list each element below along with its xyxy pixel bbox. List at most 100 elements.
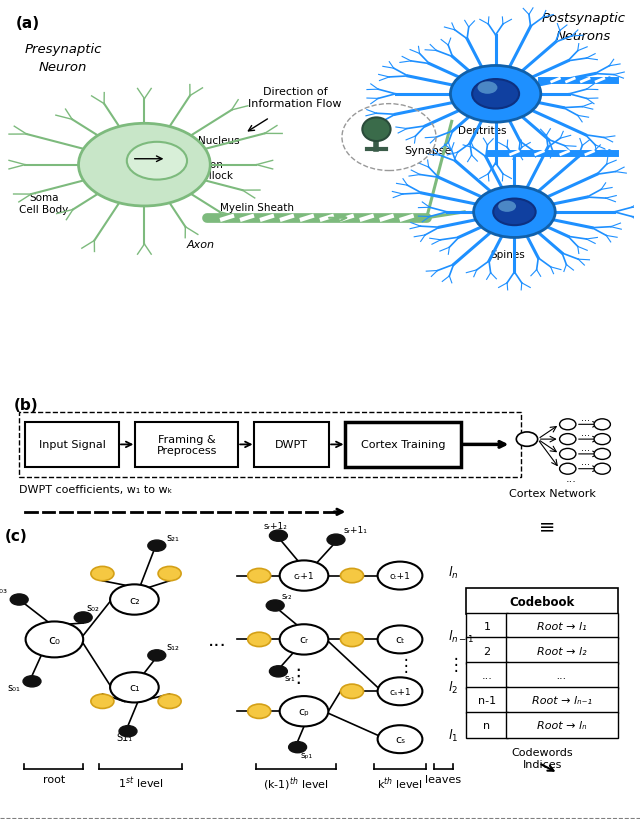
Circle shape bbox=[559, 434, 576, 445]
Text: Cortex Training: Cortex Training bbox=[361, 440, 445, 450]
Circle shape bbox=[474, 187, 556, 238]
Circle shape bbox=[559, 419, 576, 430]
Circle shape bbox=[110, 585, 159, 615]
Text: sᵣ₁: sᵣ₁ bbox=[285, 673, 296, 682]
Text: $l_{n-1}$: $l_{n-1}$ bbox=[448, 627, 474, 644]
Text: ...: ... bbox=[566, 474, 576, 484]
Circle shape bbox=[79, 124, 211, 206]
Text: Input Signal: Input Signal bbox=[39, 440, 106, 450]
Circle shape bbox=[594, 449, 611, 459]
Circle shape bbox=[269, 531, 287, 541]
Ellipse shape bbox=[362, 118, 390, 142]
Text: $l_2$: $l_2$ bbox=[448, 680, 458, 695]
FancyBboxPatch shape bbox=[506, 712, 618, 738]
Text: Root → l₁: Root → l₁ bbox=[537, 621, 587, 631]
Circle shape bbox=[378, 677, 422, 705]
Circle shape bbox=[559, 464, 576, 475]
FancyBboxPatch shape bbox=[506, 687, 618, 713]
FancyBboxPatch shape bbox=[466, 638, 508, 664]
Circle shape bbox=[289, 742, 307, 753]
Circle shape bbox=[158, 567, 181, 581]
Circle shape bbox=[74, 612, 92, 623]
Text: sᵣ+1₁: sᵣ+1₁ bbox=[344, 526, 367, 535]
Circle shape bbox=[10, 595, 28, 605]
Text: sₚ₁: sₚ₁ bbox=[301, 750, 313, 759]
Circle shape bbox=[266, 600, 284, 611]
Text: ...: ... bbox=[557, 671, 567, 681]
Text: root: root bbox=[43, 774, 65, 784]
Text: ...: ... bbox=[581, 457, 590, 467]
Circle shape bbox=[26, 622, 83, 658]
Text: Framing &
Preprocess: Framing & Preprocess bbox=[157, 434, 217, 455]
Circle shape bbox=[248, 632, 271, 647]
Text: k$^{th}$ level: k$^{th}$ level bbox=[377, 774, 423, 790]
Text: Cortex Network: Cortex Network bbox=[509, 489, 595, 499]
Text: Direction of
Information Flow: Direction of Information Flow bbox=[248, 87, 342, 108]
Text: Myelin Sheath: Myelin Sheath bbox=[220, 202, 294, 213]
Text: 1: 1 bbox=[484, 621, 490, 631]
Text: S1₁: S1₁ bbox=[116, 732, 132, 742]
Text: s₀₃: s₀₃ bbox=[0, 585, 8, 595]
Text: (a): (a) bbox=[16, 16, 40, 31]
Text: n-1: n-1 bbox=[478, 695, 496, 705]
Circle shape bbox=[280, 696, 328, 726]
Text: ⋮: ⋮ bbox=[398, 657, 415, 675]
Circle shape bbox=[594, 434, 611, 445]
Circle shape bbox=[493, 199, 536, 226]
Text: ⋮: ⋮ bbox=[448, 655, 465, 673]
Text: Axon
Hillock: Axon Hillock bbox=[198, 160, 233, 181]
Circle shape bbox=[119, 726, 137, 737]
Text: Postsynaptic
Neurons: Postsynaptic Neurons bbox=[541, 11, 625, 43]
Circle shape bbox=[280, 561, 328, 591]
Circle shape bbox=[340, 685, 364, 699]
Text: ...: ... bbox=[482, 671, 492, 681]
Text: ...: ... bbox=[208, 630, 227, 649]
Circle shape bbox=[498, 201, 516, 213]
Circle shape bbox=[451, 66, 541, 123]
Text: cₚ: cₚ bbox=[299, 707, 309, 717]
Circle shape bbox=[477, 82, 497, 95]
Circle shape bbox=[378, 562, 422, 590]
FancyBboxPatch shape bbox=[135, 423, 239, 467]
FancyBboxPatch shape bbox=[466, 613, 508, 640]
FancyBboxPatch shape bbox=[506, 638, 618, 664]
Text: DWPT: DWPT bbox=[275, 440, 308, 450]
Text: (k-1)$^{th}$ level: (k-1)$^{th}$ level bbox=[263, 774, 328, 791]
Text: s₀₁: s₀₁ bbox=[8, 682, 20, 692]
Text: c₁: c₁ bbox=[129, 682, 140, 692]
Circle shape bbox=[280, 625, 328, 654]
Text: $l_1$: $l_1$ bbox=[448, 727, 458, 744]
Text: Presynaptic
Neuron: Presynaptic Neuron bbox=[24, 43, 102, 74]
Text: Soma
Cell Body: Soma Cell Body bbox=[19, 193, 68, 215]
Text: Root → lₙ: Root → lₙ bbox=[537, 720, 587, 730]
Text: Axon: Axon bbox=[187, 240, 215, 250]
Text: sᵣ₂: sᵣ₂ bbox=[282, 590, 292, 600]
Text: Codewords
Indices: Codewords Indices bbox=[511, 747, 573, 769]
Text: ...: ... bbox=[581, 413, 590, 423]
Text: s₀₂: s₀₂ bbox=[86, 603, 99, 613]
Text: cₜ: cₜ bbox=[396, 635, 404, 645]
Text: Dentrites: Dentrites bbox=[458, 126, 506, 136]
FancyBboxPatch shape bbox=[466, 588, 618, 614]
Text: s₁₂: s₁₂ bbox=[166, 641, 179, 652]
Text: cᵣ: cᵣ bbox=[300, 635, 308, 645]
Circle shape bbox=[269, 666, 287, 677]
Text: ≡: ≡ bbox=[539, 517, 556, 536]
Circle shape bbox=[559, 449, 576, 459]
Text: c₀: c₀ bbox=[49, 633, 60, 646]
Text: $l_n$: $l_n$ bbox=[448, 563, 458, 580]
Text: (c): (c) bbox=[5, 528, 28, 543]
Text: Nucleus: Nucleus bbox=[198, 136, 239, 146]
Circle shape bbox=[594, 419, 611, 430]
Circle shape bbox=[472, 80, 519, 110]
Text: cₛ: cₛ bbox=[395, 735, 405, 744]
Circle shape bbox=[516, 432, 538, 446]
Circle shape bbox=[327, 535, 345, 545]
Circle shape bbox=[378, 626, 422, 654]
Circle shape bbox=[148, 541, 166, 551]
Circle shape bbox=[248, 568, 271, 583]
Text: (b): (b) bbox=[14, 397, 38, 412]
FancyBboxPatch shape bbox=[254, 423, 330, 467]
Text: ...: ... bbox=[581, 428, 590, 437]
Text: Synapse: Synapse bbox=[404, 146, 452, 156]
